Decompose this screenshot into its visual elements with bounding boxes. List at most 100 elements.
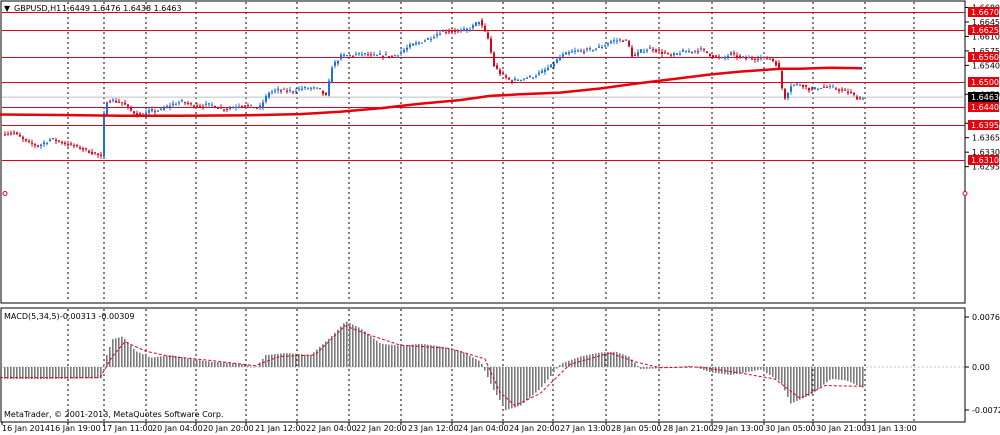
- candle-bull: [817, 89, 819, 91]
- candle-bull: [169, 105, 171, 108]
- time-tick-label: 24 Jan 20:00: [509, 424, 560, 433]
- candle-bull: [796, 83, 798, 85]
- candle-bear: [130, 107, 132, 111]
- candle-bull: [760, 57, 762, 59]
- candle-bear: [382, 55, 384, 57]
- macd-bar: [667, 367, 669, 368]
- macd-bar: [562, 362, 564, 367]
- macd-bar: [28, 367, 30, 379]
- macd-bar: [796, 367, 798, 401]
- macd-bar: [556, 367, 558, 369]
- macd-bar: [355, 325, 357, 367]
- macd-bar: [472, 357, 474, 367]
- macd-bar: [856, 367, 858, 386]
- chart-menu-icon[interactable]: ▼: [4, 4, 11, 13]
- candle-bull: [565, 52, 567, 55]
- macd-bar: [643, 367, 645, 369]
- macd-bar: [385, 344, 387, 367]
- macd-bar: [613, 351, 615, 367]
- macd-signal-line: [0, 325, 863, 407]
- candle-bull: [580, 50, 582, 52]
- candle-bear: [286, 90, 288, 92]
- main-chart-frame: [0, 0, 966, 304]
- macd-bar: [430, 345, 432, 367]
- candle-bull: [577, 50, 579, 52]
- candle-bear: [256, 107, 258, 109]
- candle-bear: [697, 51, 699, 53]
- time-tick-label: 16 Jan 2014: [2, 424, 50, 433]
- candle-bear: [625, 39, 627, 41]
- candle-bear: [481, 20, 483, 26]
- macd-bar: [280, 353, 282, 367]
- macd-bar: [703, 367, 705, 370]
- macd-bar: [121, 336, 123, 367]
- candle-bear: [511, 80, 513, 83]
- candle-bear: [508, 77, 510, 80]
- macd-bar: [145, 355, 147, 367]
- macd-bar: [319, 346, 321, 367]
- macd-bar: [607, 352, 609, 367]
- candle-bear: [772, 58, 774, 62]
- candle-bull: [526, 77, 528, 79]
- macd-bar: [739, 367, 741, 374]
- macd-indicator: [0, 321, 965, 411]
- candle-bull: [160, 108, 162, 110]
- macd-tick-label: 0.00: [972, 363, 990, 372]
- macd-bar: [211, 361, 213, 367]
- macd-bar: [808, 367, 810, 396]
- time-tick-label: 31 Jan 13:00: [866, 424, 917, 433]
- candle-bear: [187, 102, 189, 104]
- candle-bear: [247, 105, 249, 107]
- candle-bull: [40, 144, 42, 147]
- macd-bar: [214, 361, 216, 367]
- candle-bull: [787, 92, 789, 99]
- level-price-badge: [968, 77, 999, 87]
- macd-bar: [625, 355, 627, 367]
- price-tick-label: 1.6295: [972, 163, 1000, 172]
- macd-bar: [544, 367, 546, 384]
- level-handle-left[interactable]: [2, 191, 8, 196]
- macd-bar: [130, 345, 132, 367]
- macd-bar: [646, 367, 648, 369]
- macd-bar: [706, 367, 708, 371]
- price-tick-label: 1.6330: [972, 148, 1000, 157]
- macd-bar: [250, 366, 252, 367]
- macd-bar: [775, 367, 777, 379]
- macd-bar: [418, 343, 420, 367]
- candle-bull: [178, 102, 180, 104]
- candle-bull: [862, 98, 864, 100]
- candle-bear: [241, 105, 243, 107]
- macd-bar: [100, 367, 102, 379]
- macd-bar: [487, 367, 489, 378]
- macd-bar: [148, 356, 150, 367]
- candle-bull: [637, 52, 639, 56]
- macd-bar: [157, 356, 159, 367]
- candle-bull: [310, 87, 312, 89]
- macd-bar: [715, 367, 717, 373]
- macd-bar: [526, 367, 528, 401]
- candle-bull: [814, 87, 816, 90]
- candle-bull: [535, 75, 537, 77]
- macd-bar: [13, 367, 15, 379]
- macd-bar: [595, 353, 597, 367]
- candle-bear: [706, 51, 708, 54]
- candle-bull: [364, 53, 366, 55]
- macd-bar: [730, 367, 732, 375]
- macd-bar: [220, 362, 222, 367]
- candle-bear: [844, 89, 846, 91]
- macd-bar: [787, 367, 789, 397]
- macd-bar: [415, 344, 417, 367]
- candle-bear: [115, 100, 117, 103]
- macd-bar: [559, 364, 561, 367]
- macd-bar: [523, 367, 525, 403]
- candle-bear: [490, 38, 492, 53]
- current-price-label: 1.6463: [971, 93, 999, 102]
- candle-bull: [586, 48, 588, 50]
- candle-bull: [208, 103, 210, 105]
- candle-bear: [712, 55, 714, 58]
- level-handle-right[interactable]: [962, 191, 968, 196]
- level-price-badge: [968, 102, 999, 112]
- candle-bear: [670, 54, 672, 56]
